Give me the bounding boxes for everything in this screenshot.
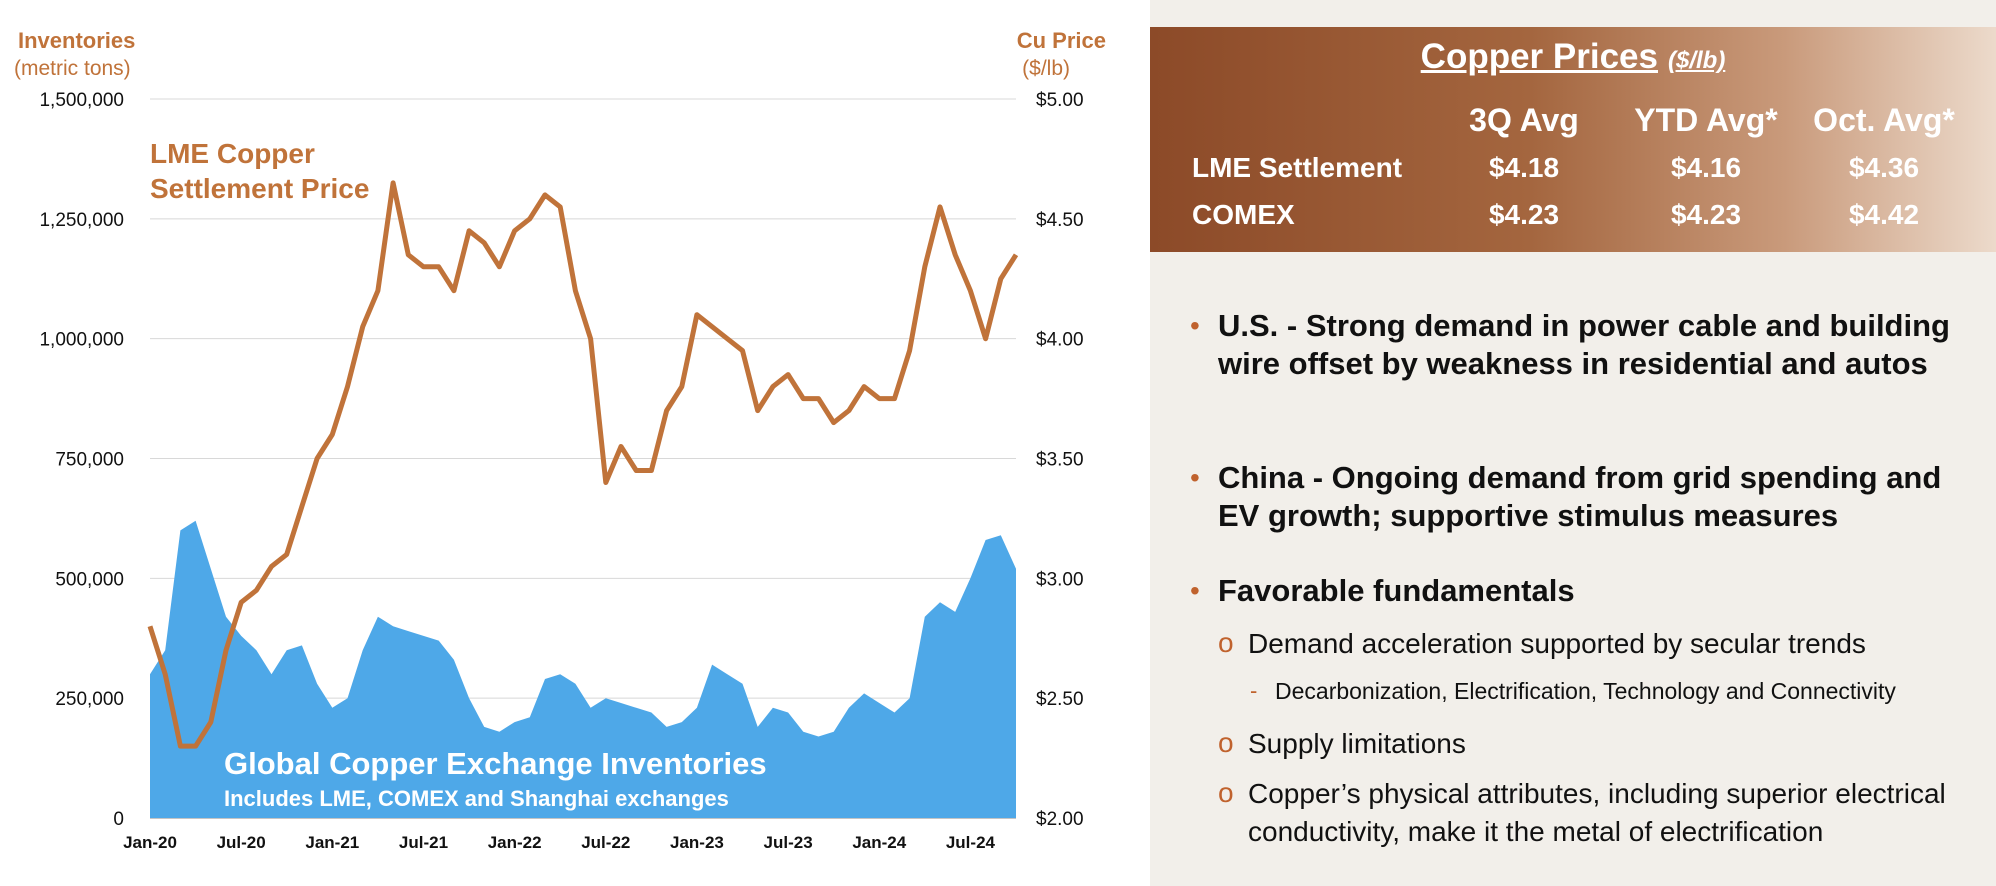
bullet-marker: • [1190, 462, 1200, 493]
x-tick-label: Jul-23 [764, 833, 813, 852]
right-axis-title: Cu Price [1017, 28, 1106, 53]
price-series-label-line1: LME Copper [150, 138, 315, 169]
sub-bullet-supply: Supply limitations [1248, 728, 1466, 759]
left-tick-label: 1,000,000 [39, 330, 124, 351]
inventory-area-layer [150, 520, 1016, 818]
x-tick-label: Jul-20 [217, 833, 266, 852]
sub-sub-bullet-marker: - [1250, 678, 1258, 703]
inventory-price-chart: 0 $2.00 250,000 $2.50 500,000 $3.00 750,000 $3.… [14, 28, 1106, 852]
x-tick-label: Jan-21 [305, 833, 359, 852]
cell-lme-3q: $4.18 [1488, 152, 1560, 183]
right-tick-label: $4.00 [1036, 330, 1084, 351]
right-tick-label: $3.00 [1036, 569, 1084, 590]
sub-bullet-marker: o [1218, 777, 1234, 808]
x-tick-label: Jan-22 [488, 833, 542, 852]
table-title-text: Copper Prices [1420, 37, 1658, 76]
x-tick-label: Jan-20 [123, 833, 177, 852]
x-tick-label: Jan-23 [670, 833, 724, 852]
right-tick-label: $4.50 [1036, 210, 1084, 231]
col-header-oct: Oct. Avg* [1813, 102, 1955, 138]
cell-lme-ytd: $4.16 [1670, 152, 1742, 183]
sub-bullet-attributes: Copper’s physical attributes, including … [1248, 778, 1946, 847]
x-tick-label: Jul-22 [581, 833, 630, 852]
sub-bullet-marker: o [1218, 627, 1234, 658]
price-series-label-line2: Settlement Price [150, 173, 369, 204]
left-tick-label: 500,000 [55, 569, 124, 590]
table-title-unit: ($/lb) [1667, 47, 1726, 74]
left-tick-label: 750,000 [55, 450, 124, 471]
left-tick-label: 0 [113, 809, 124, 830]
price-line-layer [147, 180, 1019, 749]
cell-comex-oct: $4.42 [1848, 199, 1920, 230]
cell-comex-ytd: $4.23 [1670, 199, 1742, 230]
sub-bullet-demand: Demand acceleration supported by secular… [1248, 628, 1866, 659]
row-label-comex: COMEX [1192, 199, 1295, 230]
row-label-lme: LME Settlement [1192, 152, 1403, 183]
right-axis-unit: ($/lb) [1022, 57, 1070, 80]
left-tick-label: 1,250,000 [39, 210, 124, 231]
inventory-series-label-line2: Includes LME, COMEX and Shanghai exchang… [224, 786, 729, 811]
price-line [147, 180, 1019, 749]
table-title: Copper Prices ($/lb) [1150, 37, 1996, 77]
right-tick-label: $3.50 [1036, 450, 1084, 471]
col-header-ytd: YTD Avg* [1634, 102, 1778, 138]
left-axis-unit: (metric tons) [14, 57, 131, 80]
x-tick-label: Jan-24 [852, 833, 906, 852]
bullet-us: U.S. - Strong demand in power cable and … [1218, 308, 1950, 381]
inventory-series-label-line1: Global Copper Exchange Inventories [224, 746, 767, 781]
sub-bullet-marker: o [1218, 727, 1234, 758]
cell-comex-3q: $4.23 [1488, 199, 1560, 230]
col-header-3q: 3Q Avg [1469, 102, 1579, 138]
right-tick-label: $5.00 [1036, 90, 1084, 111]
bullet-china: China - Ongoing demand from grid spendin… [1218, 460, 1942, 533]
bullet-fundamentals: Favorable fundamentals [1218, 573, 1575, 608]
cell-lme-oct: $4.36 [1848, 152, 1920, 183]
left-axis-title: Inventories [18, 28, 135, 53]
x-tick-label: Jul-24 [946, 833, 996, 852]
copper-commentary-panel: Copper Prices ($/lb) 3Q Avg YTD Avg* Oct.… [1150, 0, 1996, 886]
left-tick-label: 250,000 [55, 689, 124, 710]
copper-prices-table: Copper Prices ($/lb) 3Q Avg YTD Avg* Oct.… [1150, 27, 1996, 252]
sub-sub-bullet-trends: Decarbonization, Electrification, Techno… [1275, 678, 1896, 704]
inventory-area [150, 520, 1016, 818]
bullet-marker: • [1190, 575, 1200, 606]
right-tick-label: $2.00 [1036, 809, 1084, 830]
bullet-marker: • [1190, 310, 1200, 341]
axis-labels: 0 $2.00 250,000 $2.50 500,000 $3.00 750,000 $3.… [39, 90, 1083, 852]
left-tick-label: 1,500,000 [39, 90, 124, 111]
right-tick-label: $2.50 [1036, 689, 1084, 710]
x-tick-label: Jul-21 [399, 833, 448, 852]
